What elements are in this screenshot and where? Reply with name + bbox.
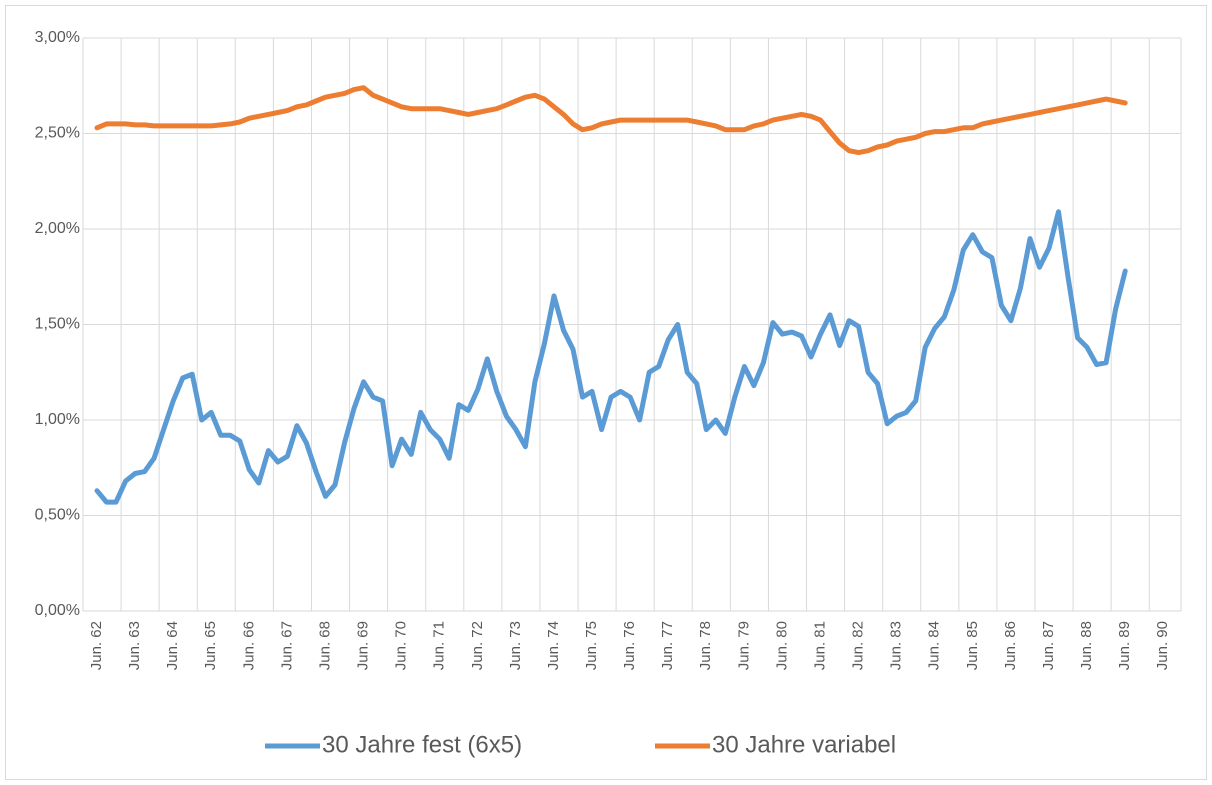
x-tick-label: Jun. 76	[621, 621, 638, 670]
x-tick-label: Jun. 88	[1078, 621, 1095, 670]
x-tick-label: Jun. 74	[545, 621, 562, 670]
x-tick-label: Jun. 81	[811, 621, 828, 670]
chart-border	[5, 5, 1207, 780]
x-tick-label: Jun. 85	[964, 621, 981, 670]
data-line	[94, 85, 1128, 156]
x-tick-label: Jun. 63	[126, 621, 143, 670]
x-tick-label: Jun. 78	[697, 621, 714, 670]
y-tick-label: 0,50%	[35, 507, 80, 524]
x-tick-label: Jun. 80	[773, 621, 790, 670]
x-tick-label: Jun. 75	[583, 621, 600, 670]
x-tick-label: Jun. 72	[469, 621, 486, 670]
y-tick-label: 2,50%	[35, 125, 80, 142]
x-tick-label: Jun. 69	[355, 621, 372, 670]
x-tick-label: Jun. 84	[926, 621, 943, 670]
y-tick-label: 2,00%	[35, 220, 80, 237]
data-line	[94, 209, 1128, 505]
y-tick-label: 1,00%	[35, 411, 80, 428]
x-tick-label: Jun. 79	[735, 621, 752, 670]
y-tick-label: 3,00%	[35, 29, 80, 46]
x-tick-label: Jun. 87	[1040, 621, 1057, 670]
x-tick-label: Jun. 62	[88, 621, 105, 670]
x-tick-label: Jun. 83	[888, 621, 905, 670]
x-tick-label: Jun. 86	[1002, 621, 1019, 670]
x-tick-label: Jun. 65	[202, 621, 219, 670]
x-tick-label: Jun. 77	[659, 621, 676, 670]
x-tick-label: Jun. 82	[850, 621, 867, 670]
x-tick-label: Jun. 73	[507, 621, 524, 670]
x-tick-label: Jun. 89	[1116, 621, 1133, 670]
x-tick-label: Jun. 71	[431, 621, 448, 670]
legend-label: 30 Jahre variabel	[712, 731, 896, 758]
x-tick-label: Jun. 68	[316, 621, 333, 670]
legend-label: 30 Jahre fest (6x5)	[322, 731, 522, 758]
x-tick-label: Jun. 64	[164, 621, 181, 670]
y-tick-label: 1,50%	[35, 316, 80, 333]
x-tick-label: Jun. 66	[240, 621, 257, 670]
x-tick-label: Jun. 70	[393, 621, 410, 670]
y-tick-label: 0,00%	[35, 602, 80, 619]
x-tick-label: Jun. 90	[1154, 621, 1171, 670]
x-tick-label: Jun. 67	[278, 621, 295, 670]
